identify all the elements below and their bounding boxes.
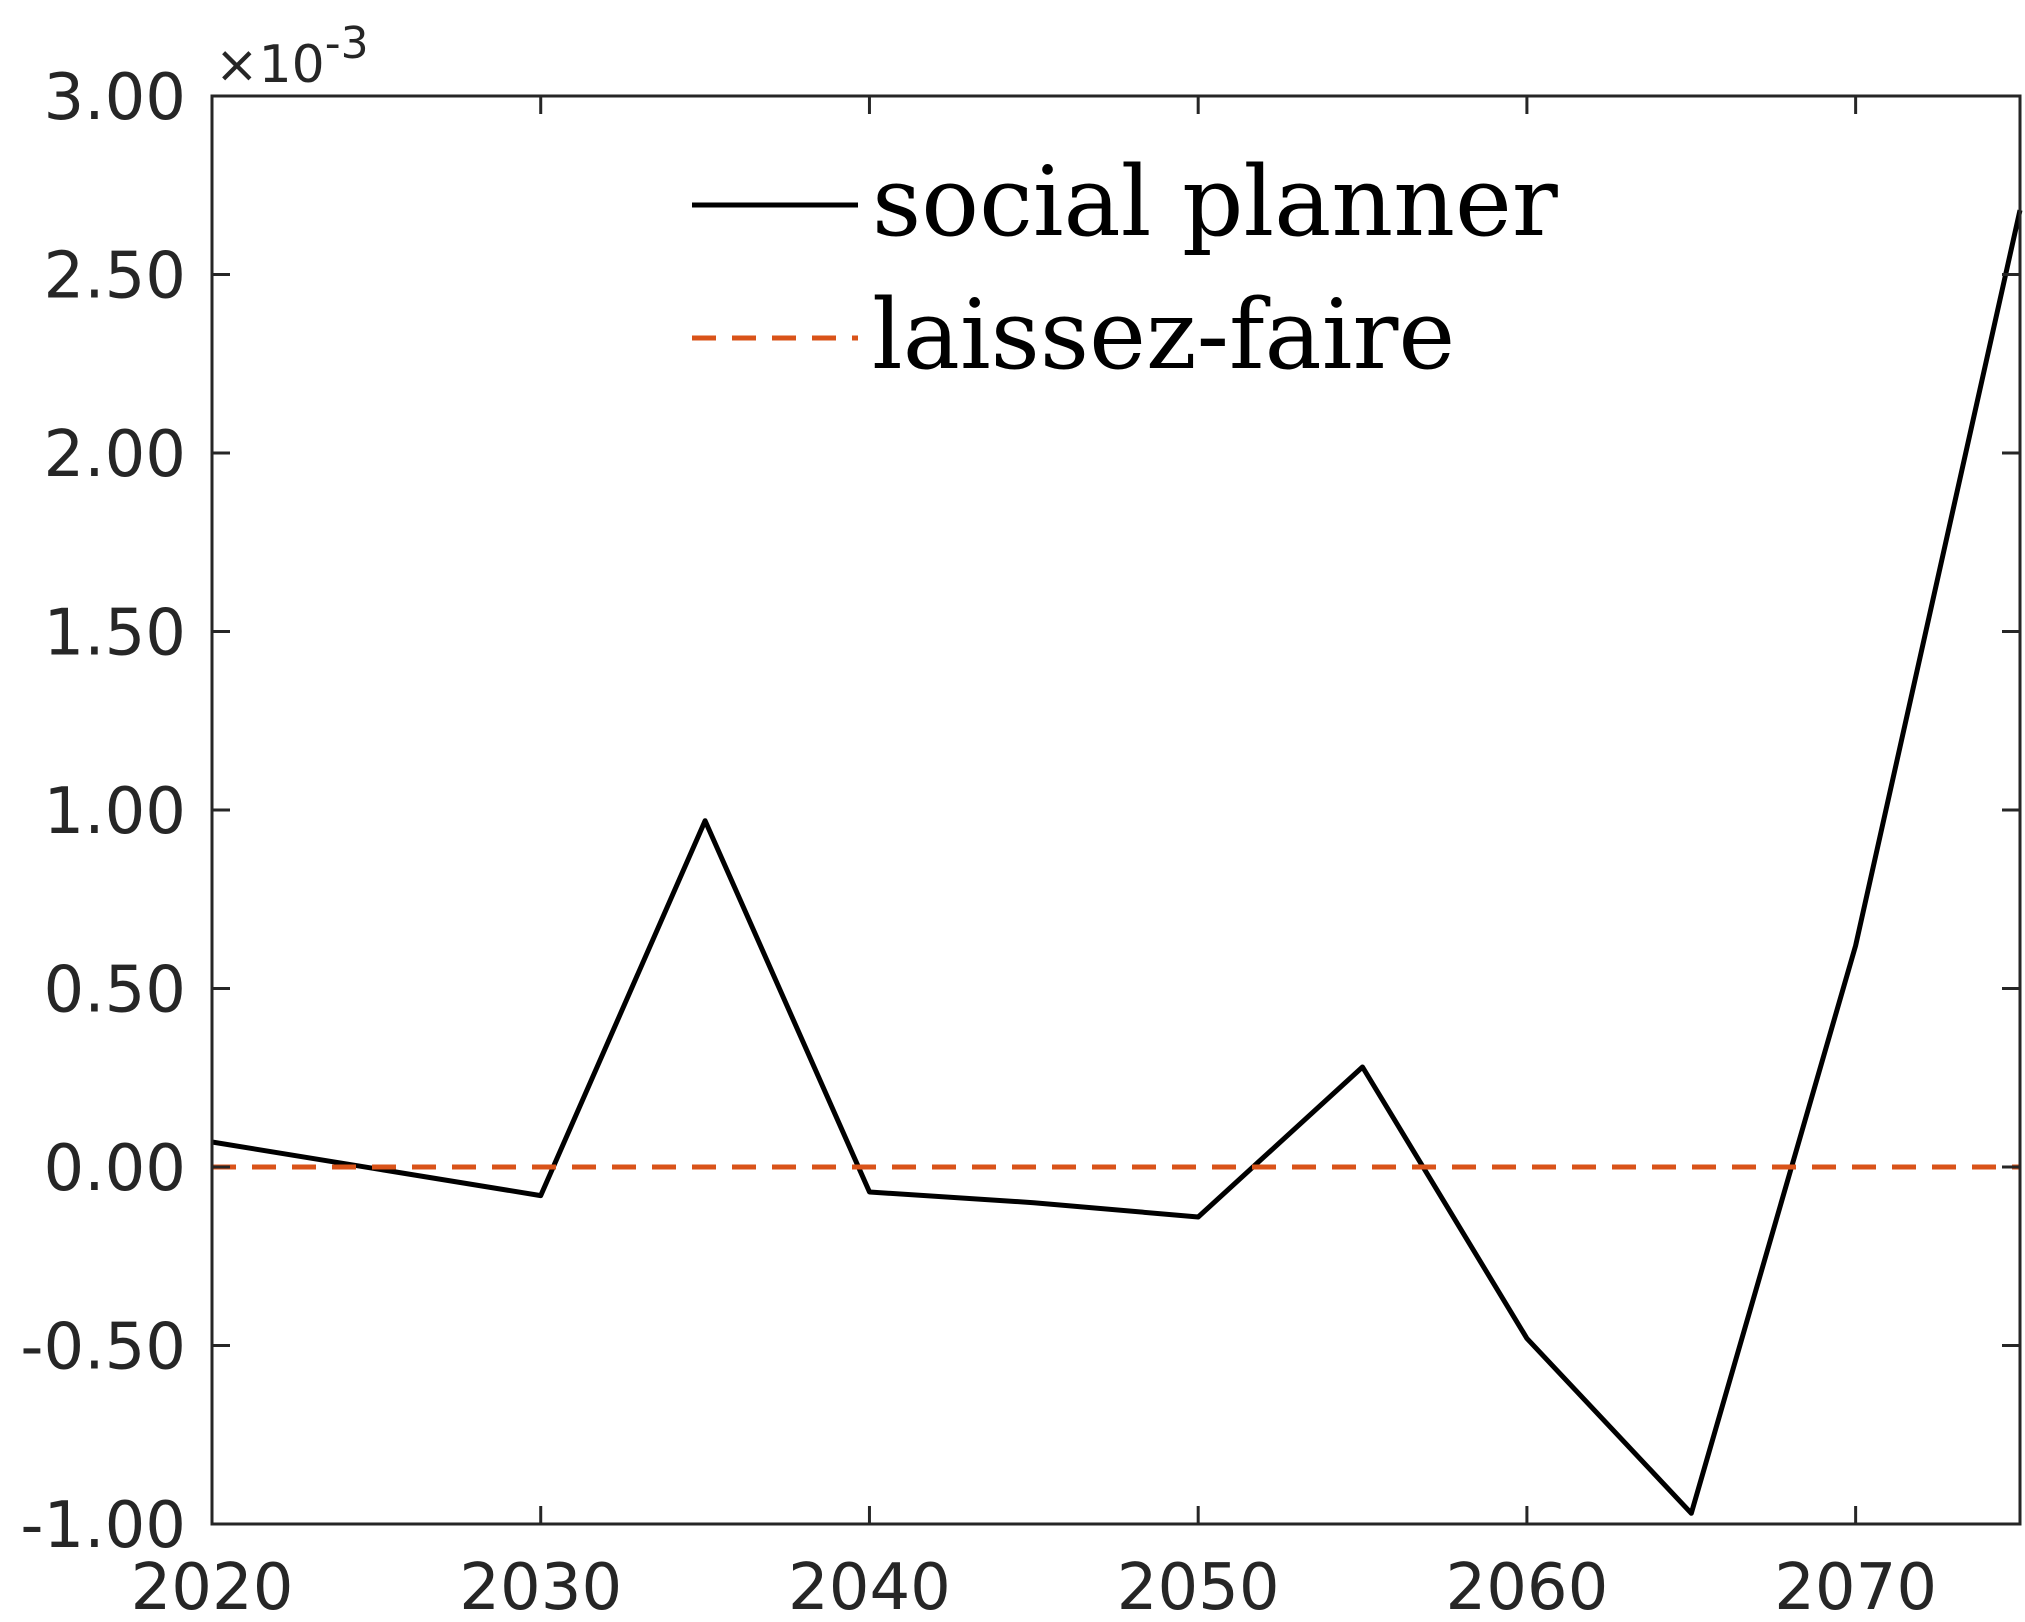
- x-tick-label: 2050: [1117, 1551, 1280, 1622]
- y-tick-label: -1.00: [20, 1489, 186, 1563]
- y-tick-label: 1.50: [44, 597, 187, 671]
- y-tick-label: 0.50: [44, 954, 187, 1028]
- y-tick-label: 0.00: [44, 1132, 187, 1206]
- plot-area: [211, 209, 2023, 1516]
- axes: 2020 2030 2040 2050 2060 2070 3.00 2.50 2.00 1.50…: [20, 18, 2022, 1622]
- x-tick-label: 2020: [131, 1551, 294, 1622]
- x-tick-label: 2060: [1445, 1551, 1608, 1622]
- y-tick-label: 1.00: [44, 775, 187, 849]
- x-tick-label: 2070: [1774, 1551, 1937, 1622]
- legend: social planner laissez-faire: [692, 146, 1558, 391]
- legend-label-laissez-faire: laissez-faire: [872, 279, 1455, 391]
- y-tick-label: 2.00: [44, 418, 187, 492]
- x-tick-label: 2030: [459, 1551, 622, 1622]
- y-scale-factor-label: ×10-3: [215, 18, 369, 95]
- legend-label-social-planner: social planner: [872, 146, 1558, 258]
- x-tick-label: 2040: [788, 1551, 951, 1622]
- y-tick-label: 3.00: [44, 61, 187, 135]
- series-line-social-planner: [211, 209, 2023, 1516]
- y-tick-label: -0.50: [20, 1311, 186, 1385]
- y-tick-label: 2.50: [44, 240, 187, 314]
